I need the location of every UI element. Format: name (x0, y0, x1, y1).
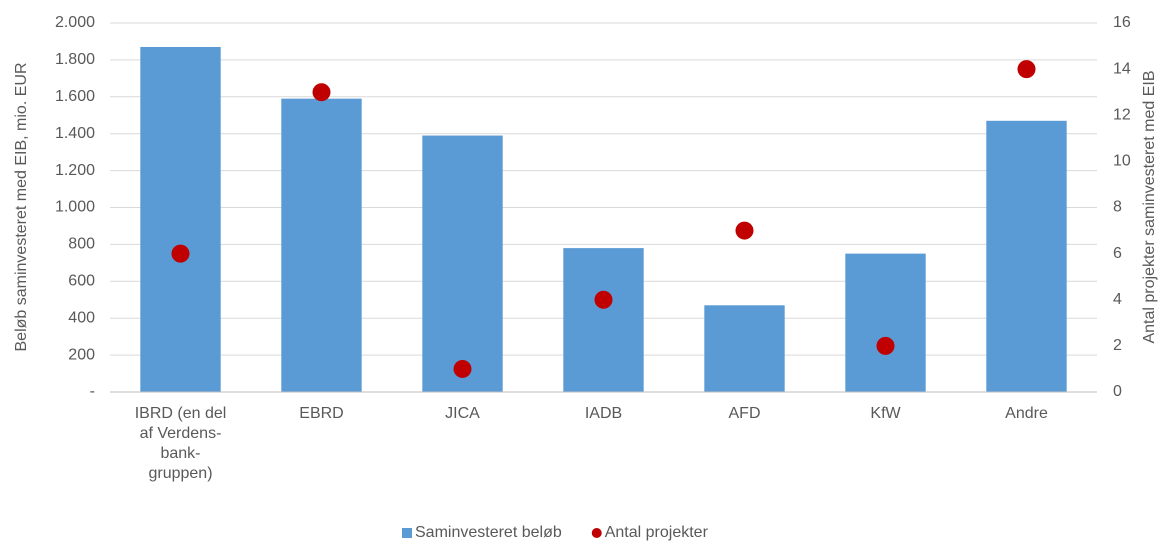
point (594, 290, 613, 309)
y2-tick-label: 16 (1113, 14, 1131, 31)
x-tick-label: AFD (728, 405, 761, 422)
point (453, 359, 472, 378)
y2-tick-label: 0 (1113, 383, 1122, 400)
y-tick-label: 200 (68, 346, 95, 363)
bar (986, 120, 1067, 392)
point (735, 221, 754, 240)
legend-label: Antal projekter (605, 524, 709, 541)
bar (281, 98, 362, 393)
bar (422, 135, 503, 393)
x-tick-label: IADB (584, 405, 623, 422)
bar (845, 253, 926, 392)
point (876, 336, 895, 355)
y2-axis-title: Antal projekter saminvesteret med EIB (1141, 70, 1158, 343)
bar (140, 46, 221, 393)
y-tick-label: 1.800 (55, 51, 95, 68)
point (312, 83, 331, 102)
y-tick-label: 1.400 (55, 125, 95, 142)
y-tick-label: 400 (68, 309, 95, 326)
y-tick-label: - (90, 383, 95, 400)
point (171, 244, 190, 263)
y-tick-label: 600 (68, 273, 95, 290)
bar (563, 248, 644, 392)
y2-tick-label: 12 (1113, 106, 1131, 123)
x-tick-label: IBRD (en del af Verdens- bank- gruppen) (134, 405, 227, 482)
point (1017, 60, 1036, 79)
legend-swatch (402, 528, 412, 538)
y2-tick-label: 4 (1113, 291, 1122, 308)
legend-label: Saminvesteret beløb (415, 524, 562, 541)
y-tick-label: 1.600 (55, 88, 95, 105)
x-tick-label: JICA (445, 405, 480, 422)
bar (704, 305, 785, 392)
y2-tick-label: 14 (1113, 60, 1131, 77)
legend-swatch (591, 528, 602, 538)
y-axis-title: Beløb saminvesteret med EIB, mio. EUR (13, 63, 30, 352)
x-tick-label: KfW (870, 405, 901, 422)
y2-tick-label: 2 (1113, 337, 1122, 354)
y2-tick-label: 10 (1113, 153, 1131, 170)
x-tick-label: EBRD (299, 405, 344, 422)
y-tick-label: 1.000 (55, 199, 95, 216)
y2-tick-label: 6 (1113, 245, 1122, 262)
y-tick-label: 800 (68, 236, 95, 253)
y-tick-label: 1.200 (55, 162, 95, 179)
y-tick-label: 2.000 (55, 14, 95, 31)
y2-tick-label: 8 (1113, 199, 1122, 216)
x-tick-label: Andre (1005, 405, 1048, 422)
